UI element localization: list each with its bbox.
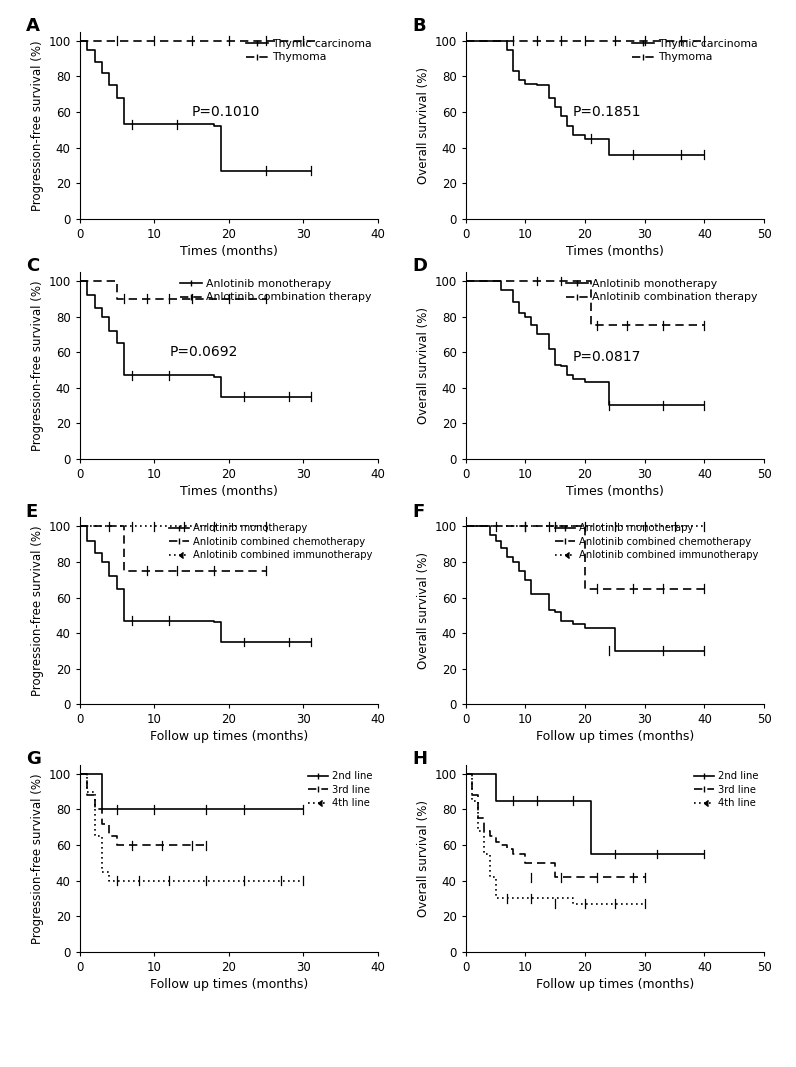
Text: B: B <box>412 17 426 35</box>
Legend: Anlotinib monotherapy, Anlotinib combined chemotherapy, Anlotinib combined immun: Anlotinib monotherapy, Anlotinib combine… <box>554 523 759 561</box>
X-axis label: Times (months): Times (months) <box>180 485 278 498</box>
X-axis label: Follow up times (months): Follow up times (months) <box>536 731 694 744</box>
Legend: 2nd line, 3rd line, 4th line: 2nd line, 3rd line, 4th line <box>306 770 373 809</box>
Text: P=0.1851: P=0.1851 <box>573 105 642 118</box>
X-axis label: Times (months): Times (months) <box>566 245 664 258</box>
Text: G: G <box>26 750 41 768</box>
Y-axis label: Overall survival (%): Overall survival (%) <box>417 67 430 184</box>
Legend: Anlotinib monotherapy, Anlotinib combination therapy: Anlotinib monotherapy, Anlotinib combina… <box>179 277 373 303</box>
Text: A: A <box>26 17 40 35</box>
Y-axis label: Progression-free survival (%): Progression-free survival (%) <box>31 526 44 696</box>
X-axis label: Follow up times (months): Follow up times (months) <box>150 731 308 744</box>
Legend: Anlotinib monotherapy, Anlotinib combination therapy: Anlotinib monotherapy, Anlotinib combina… <box>565 277 759 303</box>
Y-axis label: Overall survival (%): Overall survival (%) <box>417 307 430 424</box>
Y-axis label: Overall survival (%): Overall survival (%) <box>417 800 430 917</box>
Legend: Thymic carcinoma, Thymoma: Thymic carcinoma, Thymoma <box>631 37 759 63</box>
Text: F: F <box>412 503 424 521</box>
Text: C: C <box>26 257 39 275</box>
X-axis label: Follow up times (months): Follow up times (months) <box>150 978 308 991</box>
Legend: Anlotinib monotherapy, Anlotinib combined chemotherapy, Anlotinib combined immun: Anlotinib monotherapy, Anlotinib combine… <box>168 523 373 561</box>
Text: H: H <box>412 750 427 768</box>
Y-axis label: Progression-free survival (%): Progression-free survival (%) <box>31 774 44 943</box>
Text: E: E <box>26 503 38 521</box>
Y-axis label: Progression-free survival (%): Progression-free survival (%) <box>31 41 44 210</box>
X-axis label: Times (months): Times (months) <box>566 485 664 498</box>
Legend: Thymic carcinoma, Thymoma: Thymic carcinoma, Thymoma <box>245 37 373 63</box>
X-axis label: Times (months): Times (months) <box>180 245 278 258</box>
Legend: 2nd line, 3rd line, 4th line: 2nd line, 3rd line, 4th line <box>693 770 759 809</box>
Text: P=0.1010: P=0.1010 <box>192 105 260 118</box>
Text: P=0.0692: P=0.0692 <box>169 345 237 359</box>
X-axis label: Follow up times (months): Follow up times (months) <box>536 978 694 991</box>
Y-axis label: Overall survival (%): Overall survival (%) <box>417 553 430 669</box>
Text: D: D <box>412 257 427 275</box>
Y-axis label: Progression-free survival (%): Progression-free survival (%) <box>31 281 44 450</box>
Text: P=0.0817: P=0.0817 <box>573 350 642 364</box>
